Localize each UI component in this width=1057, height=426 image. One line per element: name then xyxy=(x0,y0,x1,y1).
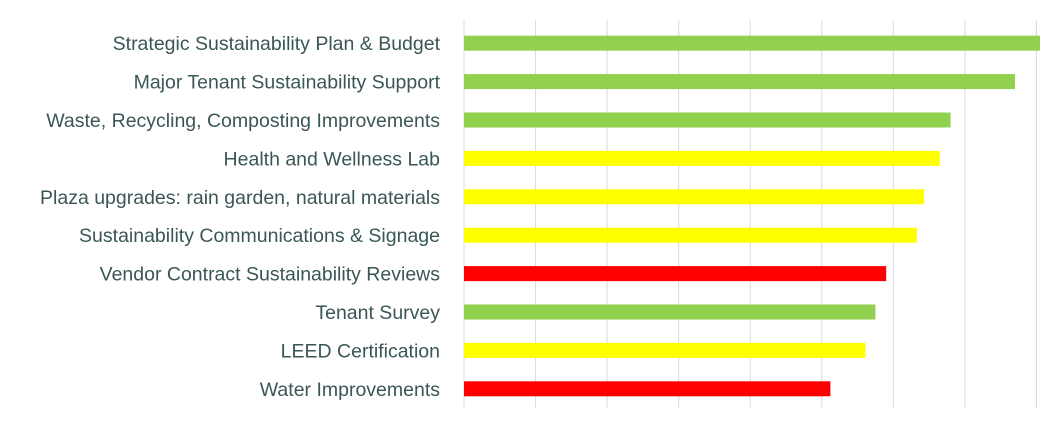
bar xyxy=(464,74,1015,90)
category-label: Strategic Sustainability Plan & Budget xyxy=(113,33,441,55)
bars xyxy=(464,35,1040,397)
category-label: Tenant Survey xyxy=(315,302,440,324)
category-label: Waste, Recycling, Composting Improvement… xyxy=(46,110,440,132)
bar xyxy=(464,35,1040,51)
category-label: Major Tenant Sustainability Support xyxy=(134,72,441,94)
bar xyxy=(464,189,925,205)
bar xyxy=(464,266,887,282)
bar xyxy=(464,304,876,320)
category-labels: Strategic Sustainability Plan & Budget Ma… xyxy=(40,33,441,401)
category-label: Water Improvements xyxy=(260,379,440,401)
category-label: Sustainability Communications & Signage xyxy=(79,225,440,247)
bar xyxy=(464,342,866,358)
bar xyxy=(464,381,831,397)
category-label: Plaza upgrades: rain garden, natural mat… xyxy=(40,187,440,209)
bar xyxy=(464,227,917,243)
bar xyxy=(464,150,940,166)
category-label: Health and Wellness Lab xyxy=(224,148,441,170)
category-label: Vendor Contract Sustainability Reviews xyxy=(100,264,441,286)
category-label: LEED Certification xyxy=(281,340,440,362)
bar xyxy=(464,112,951,128)
